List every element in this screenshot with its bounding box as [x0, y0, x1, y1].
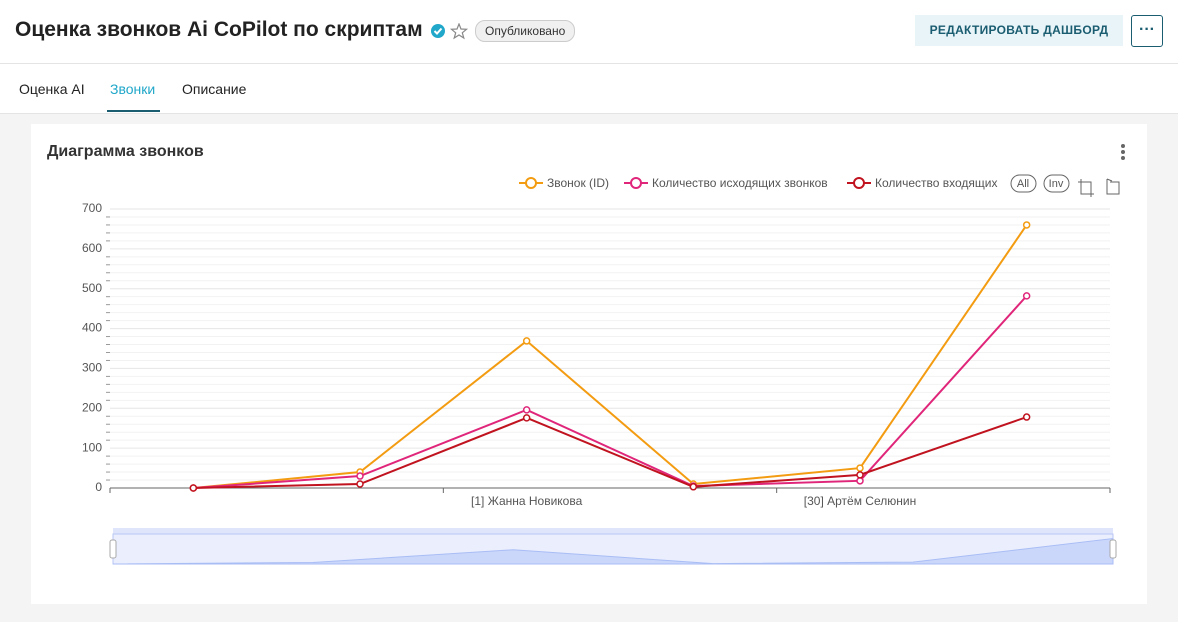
x-tick-label: [30] Артём Селюнин [804, 494, 916, 508]
data-point [1022, 292, 1031, 300]
tabs: Оценка AI Звонки Описание [0, 64, 1178, 114]
y-tick-label: 100 [82, 440, 102, 454]
zoom-handle[interactable] [109, 539, 117, 559]
tab-underline [107, 110, 160, 112]
y-tick-label: 400 [82, 321, 102, 335]
data-point [856, 471, 864, 479]
series-line [193, 295, 1028, 489]
y-tick-label: 500 [82, 281, 102, 295]
chart-menu[interactable] [1121, 144, 1125, 160]
legend-label: Количество исходящих звонков [652, 176, 828, 190]
more-button[interactable]: ··· [1131, 15, 1163, 47]
y-tick-label: 300 [82, 361, 102, 375]
zoom-icons[interactable] [1078, 178, 1120, 197]
x-tick-label: [1] Жанна Новикова [471, 494, 583, 508]
data-point [522, 337, 531, 345]
data-point [522, 406, 531, 414]
data-point [356, 472, 364, 480]
data-point [856, 477, 864, 485]
legend-label: Количество входящих [875, 176, 998, 190]
legend-marker [630, 177, 642, 189]
legend-marker [525, 177, 537, 189]
y-tick-label: 700 [82, 201, 102, 215]
legend-button[interactable] [1010, 174, 1037, 193]
edit-button[interactable]: РЕДАКТИРОВАТЬ ДАШБОРД [915, 15, 1123, 46]
legend-button-label: Inv [1049, 178, 1064, 190]
zoom-area [112, 537, 1114, 565]
legend-label: Звонок (ID) [547, 176, 609, 190]
series-line [193, 224, 1028, 489]
data-point [356, 480, 364, 488]
dashboard-title: Оценка звонков Ai CoPilot по скриптам [15, 18, 423, 41]
data-point [522, 414, 531, 422]
y-tick-label: 0 [95, 480, 102, 494]
chart-title: Диаграмма звонков [47, 143, 204, 160]
data-point [1022, 413, 1031, 421]
legend-button-label: All [1017, 178, 1029, 190]
tab[interactable]: Звонки [110, 81, 156, 97]
title-icons [431, 23, 469, 40]
chart: Диаграмма звонков 0 100 200 300 400 500 600 700… [47, 143, 1125, 565]
status-badge: Опубликовано [475, 20, 576, 42]
header: Оценка звонков Ai CoPilot по скриптам Оп… [0, 0, 1178, 64]
tab[interactable]: Описание [182, 81, 247, 97]
y-tick-label: 200 [82, 400, 102, 414]
tab[interactable]: Оценка AI [19, 81, 85, 97]
chart-card: Диаграмма звонков 0 100 200 300 400 500 600 700… [31, 124, 1147, 604]
legend-marker [853, 177, 865, 189]
series-line [193, 416, 1027, 489]
y-tick-label: 600 [82, 241, 102, 255]
data-point [1022, 221, 1031, 229]
data-point [189, 484, 198, 492]
data-point [689, 483, 698, 491]
legend-button[interactable] [1043, 174, 1070, 193]
zoom-handle[interactable] [1109, 539, 1117, 559]
data-point [856, 464, 864, 472]
